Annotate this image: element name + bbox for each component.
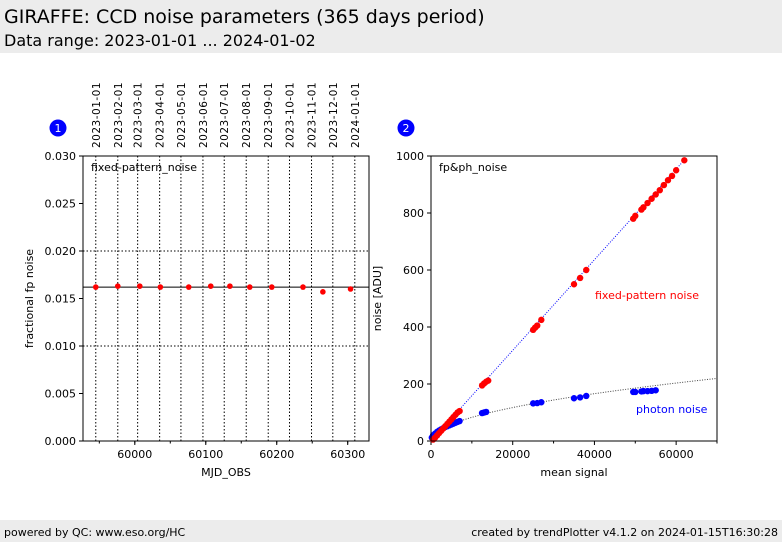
data-point: [136, 283, 143, 289]
date-tick-label: 2023-08-01: [241, 82, 253, 148]
photon-noise-point: [576, 394, 584, 401]
y-tick-label: 800: [403, 207, 424, 220]
fp-noise-point: [632, 212, 639, 220]
date-tick-label: 2023-04-01: [155, 82, 167, 148]
photon-noise-point: [456, 417, 463, 425]
fp-noise-point: [640, 204, 647, 211]
data-point: [114, 283, 121, 289]
plot-frame: [82, 155, 370, 442]
legend-photon-noise: photon noise: [636, 403, 708, 416]
date-tick-label: 2023-03-01: [133, 82, 145, 148]
date-tick-label: 2023-11-01: [307, 82, 319, 148]
page-subtitle: Data range: 2023-01-01 ... 2024-01-02: [4, 31, 316, 50]
data-point: [157, 284, 164, 290]
footer-powered-by: powered by QC: www.eso.org/HC: [4, 526, 186, 539]
data-point: [347, 286, 354, 292]
y-axis-label: noise [ADU]: [371, 266, 384, 331]
x-tick-label: 60200: [259, 448, 294, 461]
y-tick-label: 0.015: [45, 293, 77, 306]
data-point: [207, 283, 214, 289]
fp-noise-point: [664, 177, 672, 184]
y-axis-label: fractional fp noise: [23, 249, 36, 348]
x-axis-label: MJD_OBS: [201, 466, 251, 479]
data-point: [300, 284, 306, 290]
fp-noise-point: [583, 266, 590, 274]
panel-badge: [397, 119, 415, 137]
data-point: [92, 284, 99, 290]
legend-fixed-pattern-noise: fixed-pattern noise: [595, 289, 699, 302]
photon-noise-point: [652, 387, 659, 394]
x-tick-label: 20000: [495, 448, 530, 461]
x-tick-label: 40000: [577, 448, 612, 461]
fp-noise-point: [660, 181, 668, 189]
photon-noise-point: [632, 388, 639, 396]
date-tick-label: 2023-02-01: [113, 82, 125, 148]
panel-badge: [49, 119, 67, 137]
data-point: [268, 284, 275, 290]
date-tick-label: 2023-07-01: [219, 82, 231, 148]
date-tick-label: 2023-06-01: [198, 82, 210, 148]
date-tick-label: 2023-10-01: [285, 82, 297, 148]
y-tick-label: 0.025: [45, 198, 77, 211]
data-point: [320, 289, 326, 295]
date-tick-label: 2023-01-01: [91, 82, 103, 148]
date-tick-label: 2023-12-01: [328, 82, 340, 148]
x-axis-label: mean signal: [540, 466, 607, 479]
fp-noise-point: [672, 167, 680, 174]
y-tick-label: 0.010: [45, 340, 77, 353]
x-tick-label: 60000: [659, 448, 694, 461]
y-tick-label: 1000: [396, 150, 424, 163]
footer: powered by QC: www.eso.org/HC created by…: [0, 520, 782, 542]
photon-noise-point: [482, 408, 490, 416]
fp-noise-point: [534, 322, 541, 329]
data-point: [185, 284, 192, 290]
fp-noise-point: [644, 199, 651, 207]
fp-noise-point: [576, 274, 584, 282]
x-tick-label: 0: [428, 448, 435, 461]
fp-noise-point: [570, 281, 578, 288]
y-tick-label: 0: [417, 435, 424, 448]
fp-noise-point: [456, 407, 463, 415]
fp-noise-point: [656, 187, 663, 194]
plot-title: fp&ph_noise: [439, 161, 507, 174]
fp-noise-point: [681, 157, 688, 164]
y-tick-label: 600: [403, 264, 424, 277]
fp-noise-point: [648, 195, 655, 202]
data-point: [227, 283, 233, 289]
fp-noise-point: [652, 191, 659, 198]
fp-noise-point: [668, 172, 676, 180]
y-tick-label: 400: [403, 321, 424, 334]
date-tick-label: 2024-01-01: [350, 82, 362, 148]
fp-noise-point: [538, 316, 545, 324]
y-tick-label: 0.000: [45, 435, 77, 448]
y-tick-label: 0.005: [45, 388, 77, 401]
date-tick-label: 2023-05-01: [176, 82, 188, 148]
y-tick-label: 0.020: [45, 245, 77, 258]
x-tick-label: 60000: [117, 448, 152, 461]
panel-badge-number: 1: [55, 122, 62, 135]
plot-frame: [430, 155, 718, 442]
data-point: [246, 284, 253, 290]
x-tick-label: 60100: [188, 448, 223, 461]
date-tick-label: 2023-09-01: [263, 82, 275, 148]
photon-noise-point: [583, 392, 590, 400]
fp-noise-point: [485, 377, 492, 384]
y-tick-label: 0.030: [45, 150, 77, 163]
y-tick-label: 200: [403, 378, 424, 391]
panel-badge-number: 2: [403, 122, 410, 135]
x-tick-label: 60300: [330, 448, 365, 461]
photon-noise-point: [538, 399, 545, 406]
header: GIRAFFE: CCD noise parameters (365 days …: [0, 0, 782, 53]
photon-noise-point: [570, 395, 578, 402]
footer-created-by: created by trendPlotter v4.1.2 on 2024-0…: [471, 526, 778, 539]
page-title: GIRAFFE: CCD noise parameters (365 days …: [4, 6, 485, 28]
